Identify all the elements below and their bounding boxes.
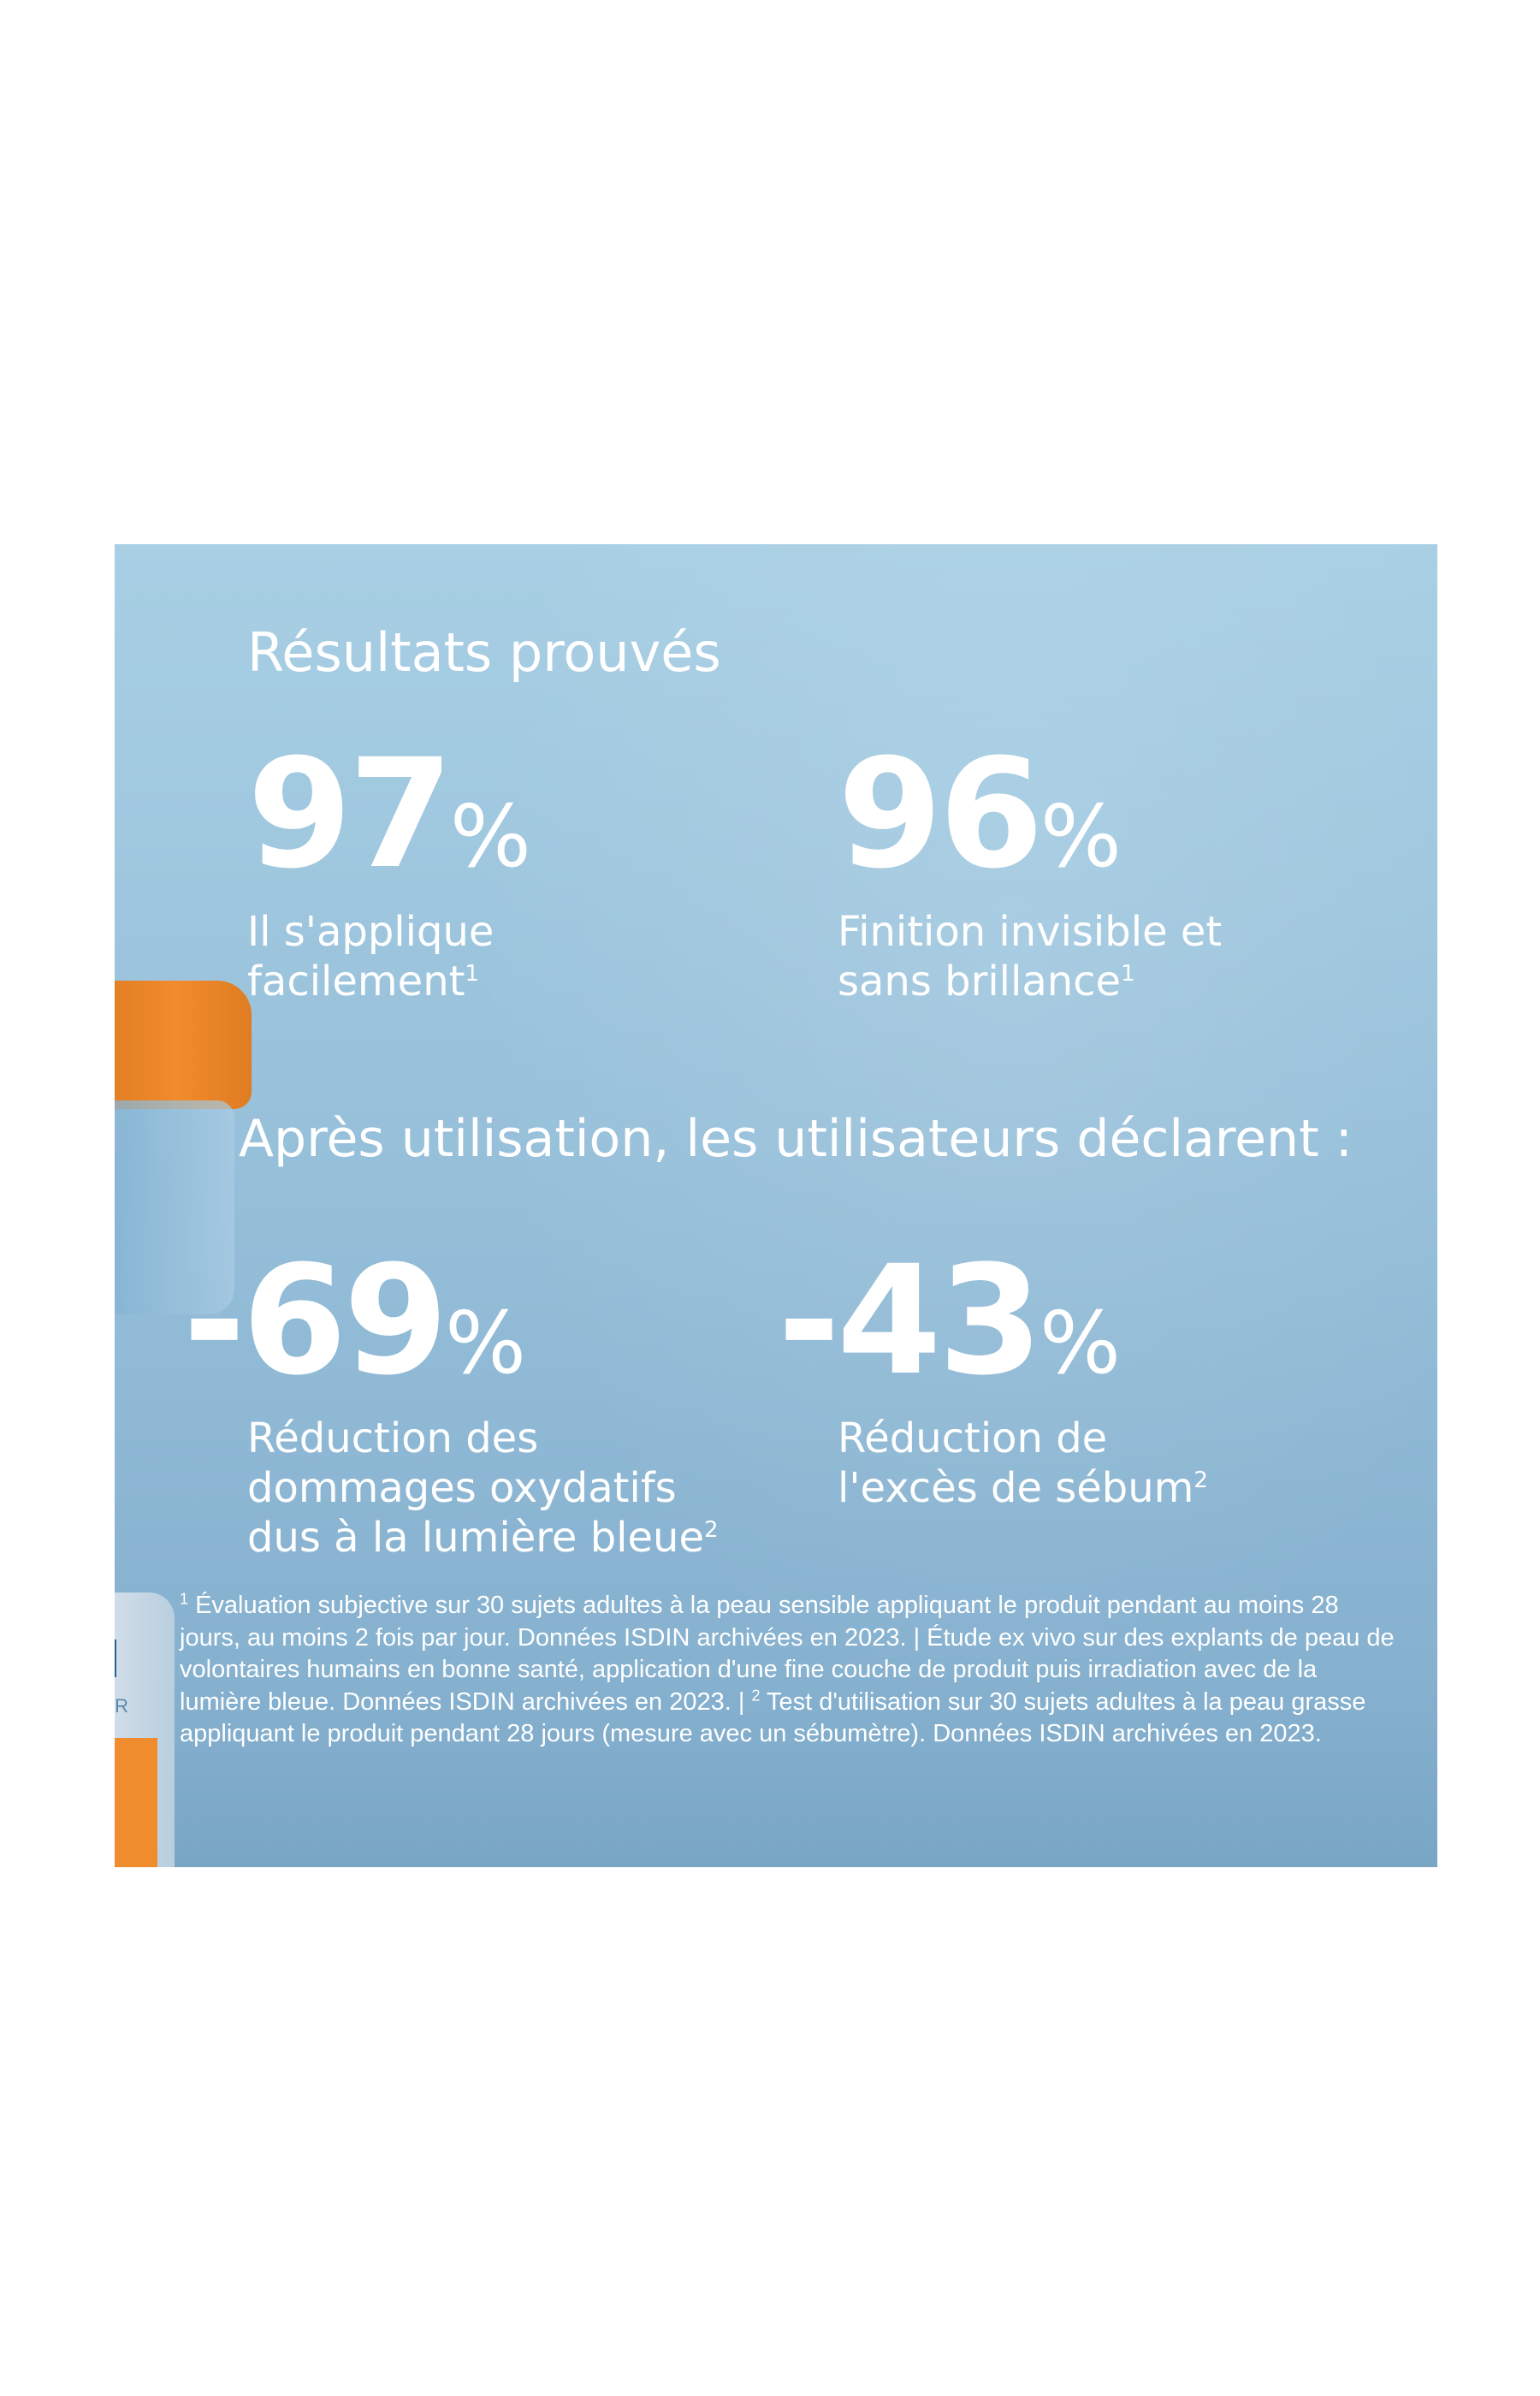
jar-orange-stripe: [115, 1738, 157, 1867]
stat-oxidative-damage: -69% Réduction des dommages oxydatifs du…: [183, 1246, 719, 1563]
footnote-marker: 2: [751, 1686, 761, 1704]
background-haze: [371, 544, 1437, 1867]
stat-unit: %: [1040, 786, 1122, 887]
jar-lid: [115, 981, 252, 1109]
stat-description: Réduction de l'excès de sébum2: [838, 1414, 1208, 1513]
stat-desc-line: Réduction des: [247, 1414, 539, 1462]
footnote-part: Évaluation subjective sur 30 sujets adul…: [180, 1592, 1395, 1716]
stat-number: 97: [247, 727, 453, 902]
stat-desc-line: Finition invisible et: [838, 908, 1223, 956]
stat-desc-line: dommages oxydatifs: [247, 1464, 677, 1512]
stat-applies-easily: 97% Il s'applique facilement1: [247, 739, 531, 1006]
jar-body: N TOR: [115, 1592, 175, 1867]
product-jar-bottom: N TOR: [115, 1592, 175, 1867]
footnote-ref: 2: [703, 1517, 719, 1543]
stat-desc-line: dus à la lumière bleue: [247, 1514, 704, 1562]
footnote-marker: 1: [180, 1590, 189, 1608]
page-title: Résultats prouvés: [247, 621, 721, 684]
stat-description: Il s'applique facilement1: [247, 907, 531, 1006]
stat-sebum-reduction: -43% Réduction de l'excès de sébum2: [778, 1246, 1208, 1513]
footnote-ref: 1: [465, 961, 479, 987]
stat-desc-line: l'excès de sébum: [838, 1464, 1194, 1512]
stat-number: 96: [838, 727, 1044, 902]
footnote-ref: 1: [1121, 961, 1135, 987]
stat-desc-line: sans brillance: [838, 958, 1122, 1005]
stat-desc-line: Réduction de: [838, 1414, 1108, 1462]
stat-unit: %: [1039, 1293, 1121, 1393]
stat-description: Réduction des dommages oxydatifs dus à l…: [247, 1414, 719, 1563]
footnote-ref: 2: [1194, 1468, 1208, 1493]
jar-sub-label: TOR: [115, 1695, 129, 1717]
stat-invisible-finish: 96% Finition invisible et sans brillance…: [838, 739, 1222, 1006]
jar-brand-label: N: [115, 1627, 120, 1690]
stat-desc-line: facilement: [247, 958, 465, 1005]
footnote-text: 1 Évaluation subjective sur 30 sujets ad…: [180, 1590, 1395, 1751]
jar-body: 5: [115, 1100, 234, 1314]
section-subtitle: Après utilisation, les utilisateurs décl…: [239, 1109, 1353, 1169]
product-jar-top: 5: [115, 981, 252, 1323]
stat-number: -69: [183, 1233, 448, 1409]
stat-number: -43: [778, 1233, 1043, 1409]
stat-unit: %: [444, 1293, 526, 1393]
stat-desc-line: Il s'applique: [247, 908, 495, 956]
footnote-part: Test d'utilisation sur 30 sujets adultes…: [180, 1687, 1366, 1748]
stat-unit: %: [449, 786, 531, 887]
stat-description: Finition invisible et sans brillance1: [838, 907, 1222, 1006]
results-panel: 5 N TOR Résultats prouvés 97% Il s'appli…: [115, 544, 1437, 1867]
